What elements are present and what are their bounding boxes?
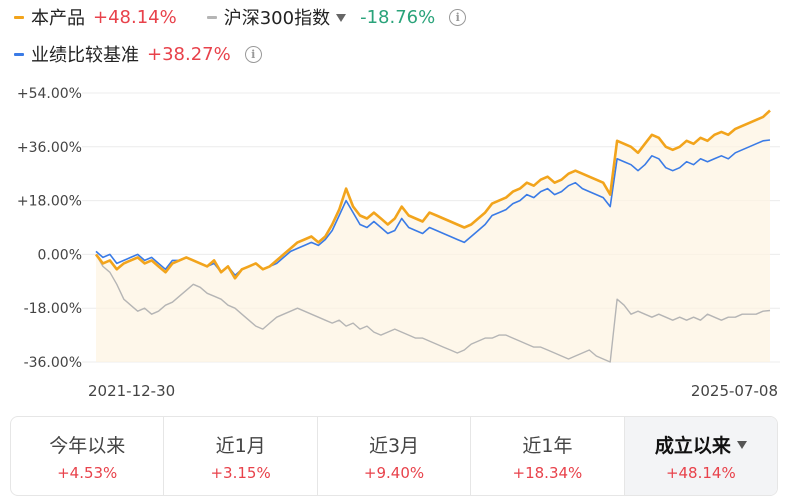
tab-since-inception-label: 成立以来 (654, 434, 731, 457)
legend-product[interactable]: 本产品 +48.14% (14, 4, 177, 30)
caret-down-icon[interactable] (336, 14, 347, 22)
legend-benchmark-value: +38.27% (147, 43, 231, 65)
legend-benchmark[interactable]: 业绩比较基准 +38.27% i (14, 41, 262, 67)
tab-1-year-label: 近1年 (522, 434, 573, 457)
x-axis-end-date: 2025-07-08 (690, 382, 778, 400)
tab-3-months[interactable]: 近3月 +9.40% (318, 417, 472, 495)
index-line-swatch (206, 15, 217, 19)
legend-index-value: -18.76% (360, 6, 436, 28)
tab-3-months-label: 近3月 (368, 434, 420, 457)
legend-row-2: 业绩比较基准 +38.27% i (14, 41, 292, 67)
legend-index-name: 沪深300指数 (223, 8, 331, 29)
legend-index[interactable]: 沪深300指数 -18.76% i (206, 4, 467, 30)
product-line-swatch (14, 15, 24, 19)
index-line (95, 254, 771, 363)
y-tick-label: -18.00% (24, 301, 82, 317)
tab-1-month-label: 近1月 (215, 434, 266, 457)
y-tick-label: -36.00% (24, 355, 82, 371)
tab-since-inception-label-wrap: 成立以来 (655, 431, 747, 458)
y-tick-label: +18.00% (17, 194, 82, 210)
legend-product-value: +48.14% (93, 6, 177, 28)
tab-since-inception-value: +48.14% (665, 463, 736, 482)
product-area-fill (96, 110, 770, 362)
tab-3-months-value: +9.40% (363, 463, 425, 482)
y-axis: +54.00% +36.00% +18.00% 0.00% -18.00% -36.00% (17, 86, 82, 371)
tab-ytd-value: +4.53% (57, 463, 118, 482)
legend-row-1: 本产品 +48.14% 沪深300指数 -18.76% i (14, 4, 496, 30)
info-circle-icon[interactable]: i (449, 8, 467, 26)
legend-benchmark-name: 业绩比较基准 (31, 45, 139, 66)
benchmark-line-swatch (14, 52, 24, 56)
tab-ytd-label: 今年以来 (49, 434, 126, 457)
y-tick-label: +54.00% (17, 86, 82, 102)
chart-series (94, 109, 771, 363)
x-axis-start-date: 2021-12-30 (88, 382, 176, 400)
y-tick-label: 0.00% (38, 247, 82, 263)
tab-1-year-value: +18.34% (512, 463, 583, 482)
tab-1-month-value: +3.15% (210, 463, 271, 482)
performance-line-chart[interactable]: +54.00% +36.00% +18.00% 0.00% -18.00% -36.00% (0, 76, 786, 376)
product-line (94, 109, 771, 280)
tab-since-inception[interactable]: 成立以来 +48.14% (624, 417, 777, 495)
legend-product-name: 本产品 (31, 8, 85, 29)
period-tabs: 今年以来 +4.53% 近1月 +3.15% 近3月 +9.40% 近1年 +1… (10, 416, 778, 496)
tab-ytd[interactable]: 今年以来 +4.53% (11, 417, 165, 495)
tab-1-year[interactable]: 近1年 +18.34% (471, 417, 625, 495)
info-circle-icon[interactable]: i (244, 45, 262, 63)
caret-down-icon[interactable] (736, 441, 747, 449)
y-tick-label: +36.00% (17, 140, 82, 156)
tab-1-month[interactable]: 近1月 +3.15% (164, 417, 318, 495)
